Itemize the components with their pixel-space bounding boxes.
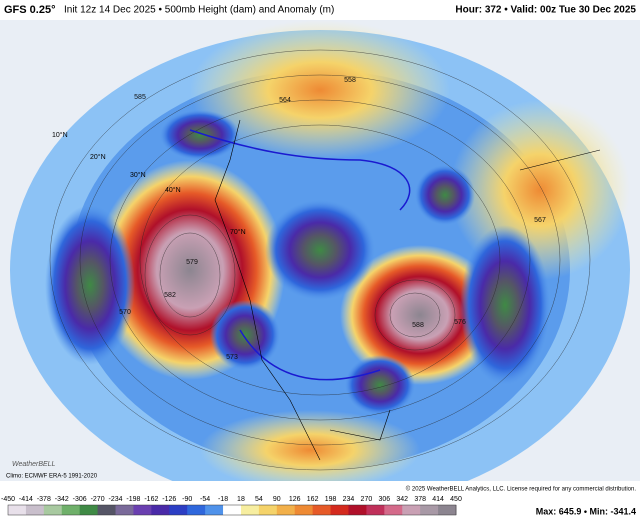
contour-label: 576: [454, 319, 466, 326]
climatology: Climo: ECMWF ERA-5 1991-2020: [6, 474, 98, 480]
valid-time: Hour: 372 • Valid: 00z Tue 30 Dec 2025: [455, 5, 636, 16]
colorbar-label: 270: [361, 496, 373, 503]
colorbar-swatch: [115, 505, 134, 515]
latitude-label: 10°N: [52, 131, 68, 139]
map-title: Init 12z 14 Dec 2025 • 500mb Height (dam…: [64, 5, 334, 16]
logo: WeatherBELL: [12, 461, 56, 468]
latitude-label: 40°N: [165, 186, 181, 194]
colorbar-swatch: [312, 505, 332, 515]
colorbar-label: -342: [55, 496, 69, 503]
colorbar-label: 306: [378, 496, 390, 503]
colorbar-swatch: [169, 505, 188, 515]
colorbar-swatch: [223, 505, 242, 515]
anomaly-trough: [460, 225, 550, 385]
anomaly-trough: [45, 205, 135, 365]
map: [0, 20, 640, 510]
colorbar-swatch: [151, 505, 170, 515]
colorbar-label: -18: [218, 496, 228, 503]
colorbar-label: 414: [432, 496, 444, 503]
colorbar-swatch: [79, 505, 99, 515]
colorbar-swatch: [330, 505, 349, 515]
anomaly-ridge: [200, 410, 420, 490]
contour-label: 564: [279, 97, 291, 104]
colorbar-label: -54: [200, 496, 210, 503]
colorbar-label: 54: [255, 496, 263, 503]
contour-label: 585: [134, 94, 146, 101]
colorbar-swatch: [258, 505, 278, 515]
colorbar-swatch: [8, 505, 27, 515]
colorbar-swatch: [97, 505, 117, 515]
colorbar-label: -90: [182, 496, 192, 503]
colorbar-label: -270: [91, 496, 105, 503]
colorbar-swatch: [25, 505, 45, 515]
colorbar-label: 234: [343, 496, 355, 503]
contour-label: 573: [226, 354, 238, 361]
anomaly-trough: [345, 355, 415, 415]
colorbar-frame: [7, 504, 457, 516]
colorbar-label: -234: [109, 496, 123, 503]
latitude-label: 30°N: [130, 171, 146, 179]
colorbar-label: -306: [73, 496, 87, 503]
colorbar-label: -198: [126, 496, 140, 503]
anomaly-trough: [265, 200, 375, 300]
colorbar-label: 198: [325, 496, 337, 503]
anomaly-ridge: [190, 20, 450, 160]
coastlines: [214, 119, 601, 461]
contour-label: 567: [534, 217, 546, 224]
contour-label: 570: [119, 309, 131, 316]
latitude-label: 70°N: [230, 228, 246, 236]
colorbar-swatch: [294, 505, 314, 515]
latitude-label: 20°N: [90, 153, 106, 161]
anomaly-trough: [160, 110, 240, 160]
contour-label: 579: [186, 259, 198, 266]
colorbar-swatch: [205, 505, 224, 515]
copyright: © 2025 WeatherBELL Analytics, LLC. Licen…: [406, 486, 637, 493]
colorbar-label: -378: [37, 496, 51, 503]
colorbar-swatch: [240, 505, 260, 515]
colorbar-swatch: [438, 505, 457, 515]
colorbar-label: -450: [1, 496, 15, 503]
colorbar-label: 450: [450, 496, 462, 503]
colorbar-swatch: [420, 505, 439, 515]
colorbar-label: -414: [19, 496, 33, 503]
colorbar-swatch: [366, 505, 385, 515]
colorbar-swatch: [384, 505, 403, 515]
height-contours: [49, 49, 591, 471]
colorbar-swatch: [61, 505, 81, 515]
header-bar: [0, 0, 640, 20]
colorbar-swatch: [133, 505, 152, 515]
colorbar-swatch: [402, 505, 421, 515]
colorbar-label: 378: [414, 496, 426, 503]
colorbar-swatch: [348, 505, 367, 515]
colorbar-swatch: [187, 505, 206, 515]
colorbar-label: 18: [237, 496, 245, 503]
colorbar-swatch: [43, 505, 63, 515]
contour-label: 582: [164, 292, 176, 299]
anomaly-ridge: [340, 245, 500, 385]
model-name: GFS 0.25°: [4, 4, 55, 16]
max-min: Max: 645.9 • Min: -341.4: [536, 506, 636, 516]
colorbar-label: 342: [396, 496, 408, 503]
contour-label: 558: [344, 77, 356, 84]
colorbar-swatch: [276, 505, 296, 515]
footer-bar: [0, 481, 640, 525]
colorbar-label: -126: [162, 496, 176, 503]
contour-label: 588: [412, 322, 424, 329]
colorbar-label: -162: [144, 496, 158, 503]
reference-contour: [189, 129, 411, 381]
colorbar-label: 126: [289, 496, 301, 503]
anomaly-trough: [415, 165, 475, 225]
colorbar-label: 162: [307, 496, 319, 503]
colorbar-label: 90: [273, 496, 281, 503]
anomaly-trough: [210, 300, 280, 370]
